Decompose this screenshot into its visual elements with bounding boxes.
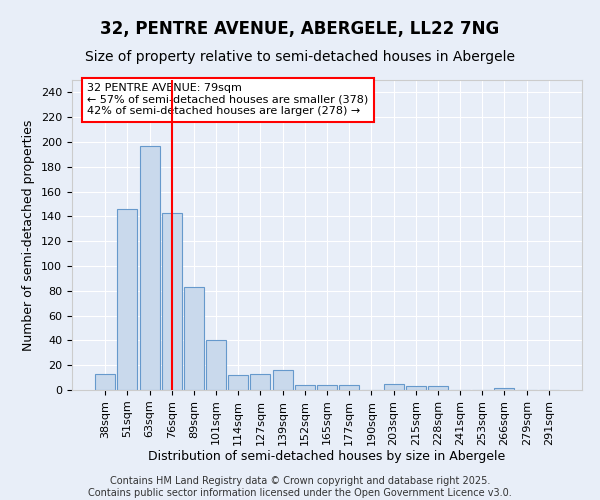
Bar <box>339 385 359 390</box>
Bar <box>494 388 514 390</box>
Bar <box>162 212 182 390</box>
Text: Size of property relative to semi-detached houses in Abergele: Size of property relative to semi-detach… <box>85 50 515 64</box>
Bar <box>228 375 248 390</box>
Bar <box>317 385 337 390</box>
Bar <box>118 209 137 390</box>
Bar <box>250 374 271 390</box>
Bar <box>140 146 160 390</box>
Bar <box>184 287 204 390</box>
Bar <box>272 370 293 390</box>
X-axis label: Distribution of semi-detached houses by size in Abergele: Distribution of semi-detached houses by … <box>148 450 506 464</box>
Y-axis label: Number of semi-detached properties: Number of semi-detached properties <box>22 120 35 350</box>
Bar <box>383 384 404 390</box>
Text: Contains HM Land Registry data © Crown copyright and database right 2025.
Contai: Contains HM Land Registry data © Crown c… <box>88 476 512 498</box>
Bar <box>95 374 115 390</box>
Text: 32, PENTRE AVENUE, ABERGELE, LL22 7NG: 32, PENTRE AVENUE, ABERGELE, LL22 7NG <box>100 20 500 38</box>
Text: 32 PENTRE AVENUE: 79sqm
← 57% of semi-detached houses are smaller (378)
42% of s: 32 PENTRE AVENUE: 79sqm ← 57% of semi-de… <box>88 83 368 116</box>
Bar <box>428 386 448 390</box>
Bar <box>406 386 426 390</box>
Bar <box>206 340 226 390</box>
Bar <box>295 385 315 390</box>
